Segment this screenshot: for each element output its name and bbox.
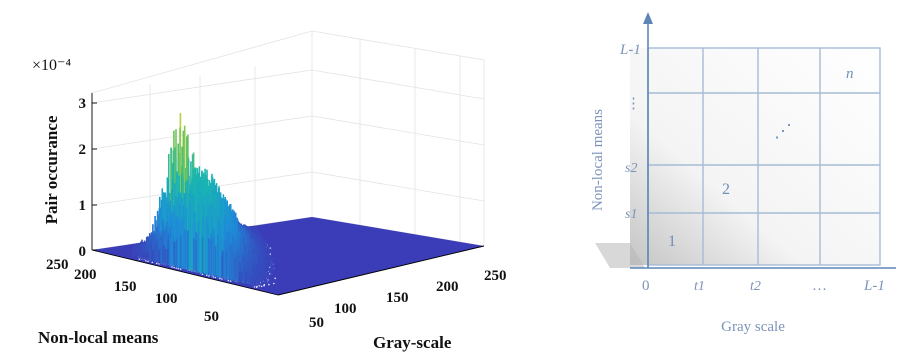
z-tick-label: 2 — [79, 142, 87, 158]
diagram-y-tick: s2 — [625, 161, 637, 176]
diagram-y-tick: ⋮ — [626, 96, 641, 112]
diagram-cell-label: 1 — [668, 233, 676, 250]
partition-diagram: L-1 ⋮ s2 s1 0 t1 t2 … L-1 1 2 ⋰ n Non-lo… — [590, 12, 896, 335]
diagram-y-axis-label: Non-local means — [590, 109, 606, 211]
axes-frame — [91, 93, 485, 296]
z-tick-labels: 0 1 2 3 — [79, 96, 87, 260]
surface-speckle — [212, 276, 214, 278]
surface-speckle — [145, 259, 147, 262]
surface-speckle — [158, 263, 160, 265]
x-tick-labels: 250 200 150 100 50 — [46, 257, 219, 325]
y-axis-label: Gray-scale — [373, 333, 452, 352]
partition-grid — [647, 47, 881, 266]
y-tick-label: 250 — [484, 268, 507, 284]
x-tick-label: 150 — [114, 279, 137, 295]
diagram-x-ticks: 0 t1 t2 … L-1 — [642, 278, 885, 294]
diagram-x-tick: … — [812, 278, 827, 294]
surface-speckle — [273, 282, 275, 285]
surface-speckle — [268, 283, 270, 286]
diagram-cell-label: n — [846, 66, 854, 82]
z-tick-label: 0 — [79, 244, 87, 260]
x-tick-label: 100 — [155, 291, 178, 307]
x-tick-label: 250 — [46, 257, 69, 273]
diagram-cell-label: ⋰ — [774, 121, 792, 141]
surface-speckle — [151, 261, 154, 264]
surface-speckle — [258, 284, 261, 287]
diagram-y-tick: L-1 — [619, 42, 641, 58]
surface-speckle — [255, 286, 258, 289]
surface-speckle — [219, 277, 221, 280]
diagram-y-tick: s1 — [625, 207, 637, 222]
y-tick-labels: 50 100 150 200 250 — [309, 268, 507, 331]
z-tick-label: 1 — [79, 198, 87, 214]
surface-speckle — [138, 258, 141, 261]
diagram-y-ticks: L-1 ⋮ s2 s1 — [619, 42, 641, 222]
surface-speckle — [201, 273, 204, 276]
y-tick-label: 200 — [436, 279, 459, 295]
x-tick-label: 200 — [74, 267, 97, 283]
surface-speckle — [263, 284, 265, 287]
surface-speckle — [268, 273, 271, 275]
surface-spikes — [131, 113, 277, 289]
surface-speckle — [147, 260, 149, 263]
z-tick-label: 3 — [79, 96, 87, 112]
y-axis-arrowhead — [643, 12, 653, 24]
surface-speckle — [155, 262, 158, 265]
diagram-x-tick: t1 — [694, 279, 705, 294]
x-tick-label: 50 — [204, 309, 219, 325]
surface-speckle — [208, 275, 210, 277]
diagram-x-tick: 0 — [642, 278, 650, 294]
corner-shadow — [595, 243, 645, 268]
surface-speckle — [179, 268, 182, 270]
surface-plot: 0 1 2 3 ×10⁻⁴ Pair occurance 250 200 150… — [32, 30, 507, 352]
diagram-axes — [630, 12, 896, 269]
y-tick-label: 50 — [309, 315, 324, 331]
diagram-x-axis-label: Gray scale — [721, 319, 785, 335]
surface-speckle — [253, 286, 256, 288]
surface-speckle — [260, 285, 263, 288]
y-tick-label: 150 — [386, 290, 409, 306]
surface-speckle — [227, 279, 230, 282]
diagram-x-tick: L-1 — [863, 278, 885, 294]
diagram-shading — [630, 48, 880, 265]
z-axis-multiplier: ×10⁻⁴ — [32, 57, 71, 74]
surface-speckle — [177, 267, 180, 270]
z-axis-label: Pair occurance — [42, 115, 61, 224]
surface-speckle — [171, 266, 173, 268]
surface-speckle — [173, 266, 175, 269]
y-tick-label: 100 — [334, 301, 357, 317]
back-grid — [91, 30, 485, 251]
diagram-x-tick: t2 — [750, 279, 761, 294]
surface-speckle — [274, 277, 277, 280]
surface-speckle — [229, 280, 232, 282]
diagram-cell-labels: 1 2 ⋰ n — [668, 66, 854, 250]
x-axis-label: Non-local means — [38, 328, 159, 347]
diagram-cell-label: 2 — [722, 181, 730, 198]
surface-speckle — [221, 278, 223, 280]
